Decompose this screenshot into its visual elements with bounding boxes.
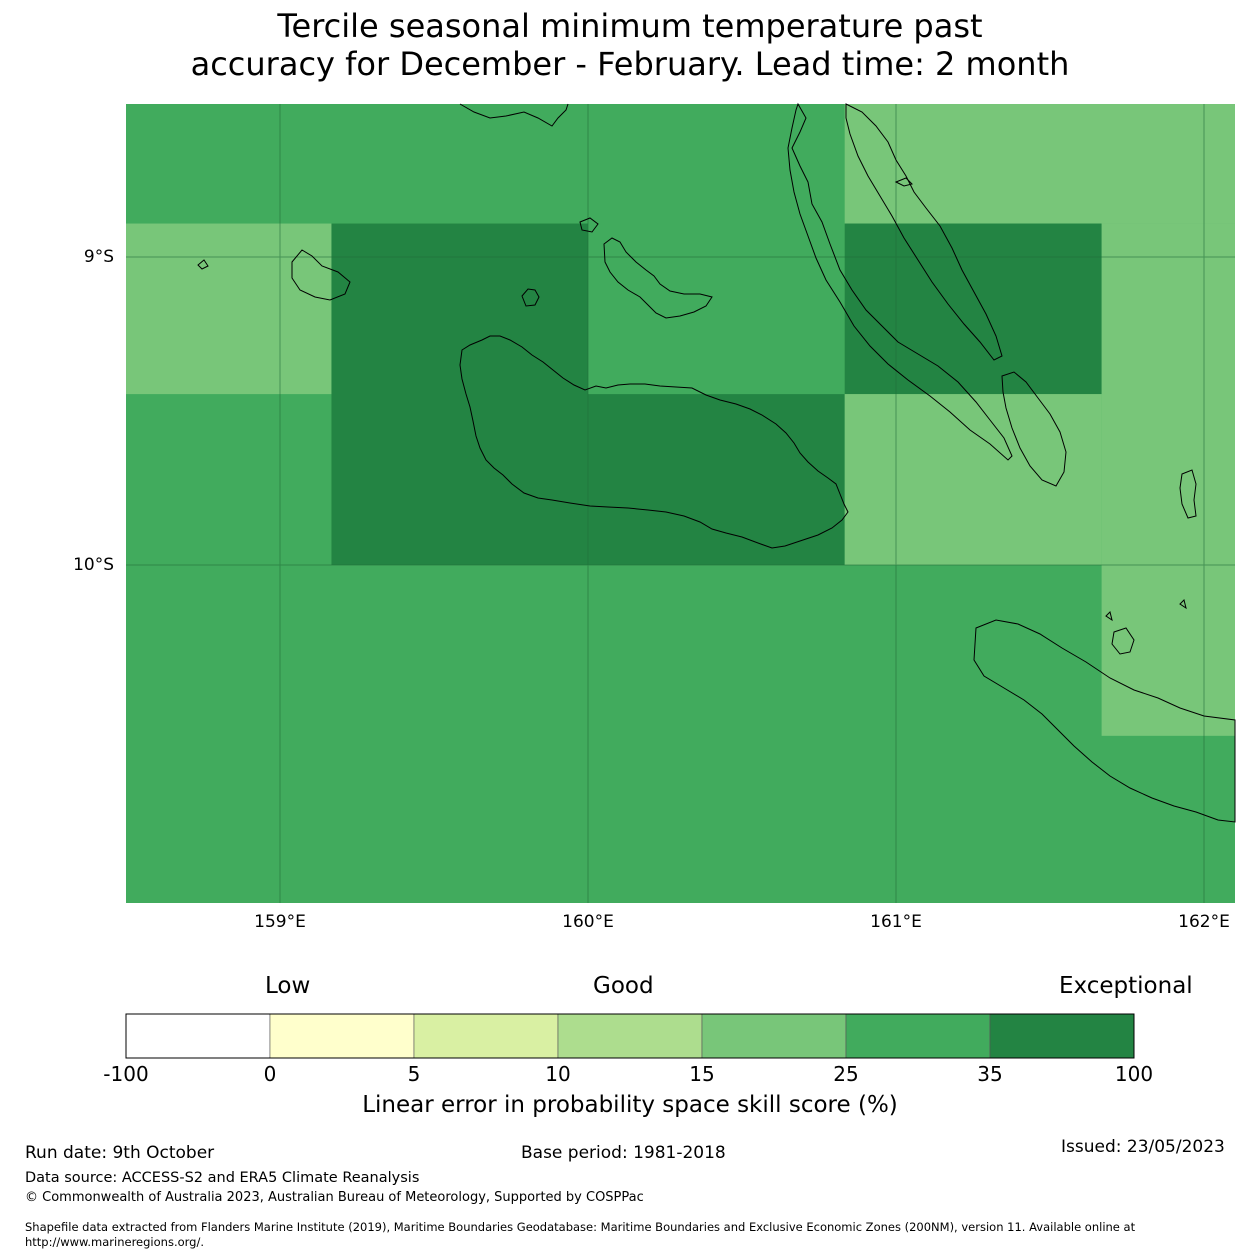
coastline-savo [521, 288, 540, 307]
coastline-ugi [1111, 627, 1135, 655]
coastline-makira [973, 619, 1236, 823]
skill-map [126, 102, 1236, 903]
colorbar-segment-6 [989, 1013, 1135, 1059]
colorbar-segment-2 [413, 1013, 559, 1059]
lon-label-161e: 161°E [870, 912, 922, 932]
map-title-line-2: accuracy for December - February. Lead t… [190, 45, 1070, 83]
lat-label-10s: 10°S [73, 555, 114, 575]
run-date: Run date: 9th October [25, 1143, 215, 1163]
skill-cell-7 [844, 394, 1102, 565]
colorbar-outline [125, 1013, 1135, 1059]
colorbar-segment-0 [125, 1013, 271, 1059]
coastline-nggela-north [579, 217, 599, 233]
data-source: Data source: ACCESS-S2 and ERA5 Climate … [25, 1170, 420, 1186]
skill-cell-1 [844, 104, 1235, 224]
shapefile-credit: Shapefile data extracted from Flanders M… [25, 1220, 1136, 1249]
coastline-islet-makira-ne [1179, 599, 1187, 610]
colorbar-tick-5: 5 [407, 1062, 421, 1086]
skill-cell-8 [1101, 564, 1235, 736]
colorbar-segment-1 [269, 1013, 415, 1059]
issued-date: Issued: 23/05/2023 [1061, 1137, 1225, 1157]
lon-label-160e: 160°E [562, 912, 614, 932]
coastline-guadalcanal [459, 335, 849, 549]
coastline-malaita [1001, 371, 1067, 487]
base-period: Base period: 1981-2018 [521, 1143, 726, 1163]
lon-label-159e: 159°E [254, 912, 306, 932]
skill-cell-4 [588, 394, 845, 565]
category-low: Low [265, 973, 311, 999]
colorbar-segment-5 [845, 1013, 991, 1059]
coastline-islet-west [197, 259, 209, 270]
lon-label-162e: 162°E [1178, 912, 1230, 932]
category-good: Good [593, 973, 654, 999]
coastline-santa-isabel [787, 102, 1013, 461]
skill-cell-3 [331, 223, 589, 565]
colorbar-segments [125, 1013, 1135, 1059]
coastline-small-islet-west-isabel [894, 177, 913, 187]
coastline-small-islet-east [1179, 469, 1197, 519]
category-exceptional: Exceptional [1059, 973, 1193, 999]
colorbar-tick-10: 10 [545, 1062, 571, 1086]
coastline-isabel-north [845, 103, 1003, 361]
colorbar-tick-25: 25 [833, 1062, 859, 1086]
map-title-line-1: Tercile seasonal minimum temperature pas… [277, 7, 983, 45]
coastline-islet-makira-north [1105, 611, 1113, 622]
coastline-florida-islands [603, 237, 713, 319]
colorbar-segment-3 [557, 1013, 703, 1059]
colorbar-tick-35: 35 [977, 1062, 1003, 1086]
skill-cells [126, 104, 1235, 903]
skill-cell-5 [844, 223, 1102, 395]
colorbar-tick-100: 100 [1114, 1062, 1154, 1086]
coastline-new-georgia-north [459, 103, 569, 127]
graticule [126, 104, 1235, 903]
lat-label-9s: 9°S [83, 247, 114, 267]
coastline-russell-islands [291, 249, 351, 301]
colorbar-tick-15: 15 [689, 1062, 715, 1086]
colorbar-segment-4 [701, 1013, 847, 1059]
copyright: © Commonwealth of Australia 2023, Austra… [25, 1190, 644, 1205]
colorbar-tick-minus100: -100 [103, 1062, 149, 1086]
skill-cell-6 [1101, 223, 1235, 565]
coastlines [197, 102, 1236, 823]
colorbar-tick-0: 0 [263, 1062, 277, 1086]
colorbar-label: Linear error in probability space skill … [362, 1092, 898, 1118]
skill-cell-2 [126, 223, 332, 395]
